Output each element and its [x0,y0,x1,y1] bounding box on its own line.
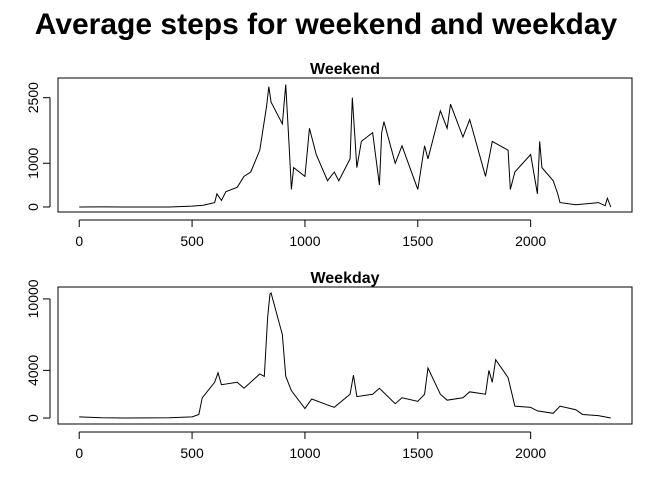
x-tick-label: 1500 [402,445,433,461]
y-tick-label: 0 [25,203,41,211]
y-tick-label: 0 [25,414,41,422]
plot-box [57,286,633,425]
panel-title: Weekday [310,270,379,287]
main-title: Average steps for weekend and weekday [35,8,618,41]
y-tick-label: 10000 [25,279,41,318]
x-tick-label: 500 [180,445,204,461]
x-tick-label: 1000 [289,233,320,249]
x-tick-label: 0 [75,233,83,249]
panel-title: Weekend [310,61,380,78]
x-tick-label: 1000 [289,445,320,461]
x-tick-label: 1500 [402,233,433,249]
x-tick-label: 500 [180,233,204,249]
plot-box [57,77,633,213]
x-tick-label: 2000 [515,445,546,461]
data-line [79,291,611,419]
y-tick-label: 4000 [25,355,41,386]
x-tick-label: 0 [75,445,83,461]
data-line [79,84,612,208]
y-tick-label: 2500 [25,82,41,113]
y-tick-label: 1000 [25,147,41,178]
x-tick-label: 2000 [515,233,546,249]
